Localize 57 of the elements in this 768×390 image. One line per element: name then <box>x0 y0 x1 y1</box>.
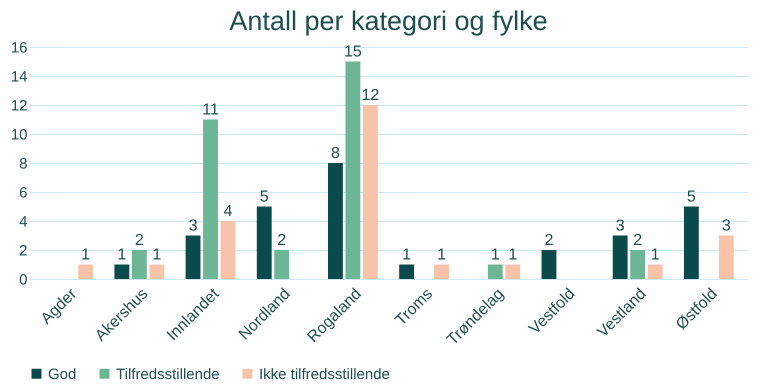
bar <box>434 264 450 279</box>
bar <box>612 236 628 279</box>
bar <box>505 264 520 279</box>
data-label: 12 <box>361 87 380 104</box>
bar <box>186 236 200 279</box>
data-label: 2 <box>633 232 642 249</box>
bar <box>718 236 734 279</box>
data-label: 2 <box>134 232 144 249</box>
bar <box>362 105 378 279</box>
bar <box>684 206 699 279</box>
data-label: 2 <box>544 232 554 249</box>
data-label: 2 <box>277 232 286 249</box>
bar <box>114 264 130 279</box>
legend-label: Ikke tilfredsstillende <box>259 366 390 383</box>
bar <box>399 264 414 279</box>
bar <box>256 206 272 279</box>
data-label: 1 <box>490 246 500 264</box>
y-tick-label: 4 <box>19 214 28 230</box>
chart-title: Antall per kategori og fylke <box>229 6 548 36</box>
bar <box>328 163 343 279</box>
data-label: 4 <box>224 203 233 220</box>
data-label: 3 <box>188 218 198 234</box>
data-label: 5 <box>686 188 696 206</box>
data-label: 5 <box>260 188 269 206</box>
data-label: 8 <box>330 145 340 162</box>
y-tick-label: 2 <box>19 242 28 260</box>
bar <box>274 250 290 279</box>
data-label: 1 <box>508 246 518 264</box>
legend-label: God <box>48 366 76 383</box>
data-label: 11 <box>202 102 219 118</box>
bar <box>542 250 556 279</box>
y-tick-label: 10 <box>10 126 28 144</box>
legend-label: Tilfredsstillende <box>116 366 220 383</box>
y-tick-label: 6 <box>19 184 28 202</box>
data-label: 1 <box>437 246 446 264</box>
y-tick-label: 16 <box>10 40 28 56</box>
bar <box>630 250 646 279</box>
bar <box>78 264 94 279</box>
bar <box>648 264 663 279</box>
y-tick-label: 0 <box>19 272 28 288</box>
data-label: 15 <box>344 44 362 60</box>
data-label: 3 <box>722 218 731 234</box>
bar <box>345 62 360 279</box>
data-label: 1 <box>402 246 412 264</box>
data-label: 1 <box>117 246 126 264</box>
y-tick-label: 12 <box>10 98 28 114</box>
y-tick-label: 8 <box>19 156 28 172</box>
y-tick-label: 14 <box>10 68 28 86</box>
bar <box>132 250 147 279</box>
data-label: 1 <box>650 246 660 264</box>
bar <box>149 264 164 279</box>
bar <box>488 264 503 279</box>
data-label: 3 <box>616 218 625 234</box>
bar <box>220 221 236 279</box>
bar <box>203 120 218 279</box>
data-label: 1 <box>81 246 90 264</box>
data-label: 1 <box>152 246 162 264</box>
